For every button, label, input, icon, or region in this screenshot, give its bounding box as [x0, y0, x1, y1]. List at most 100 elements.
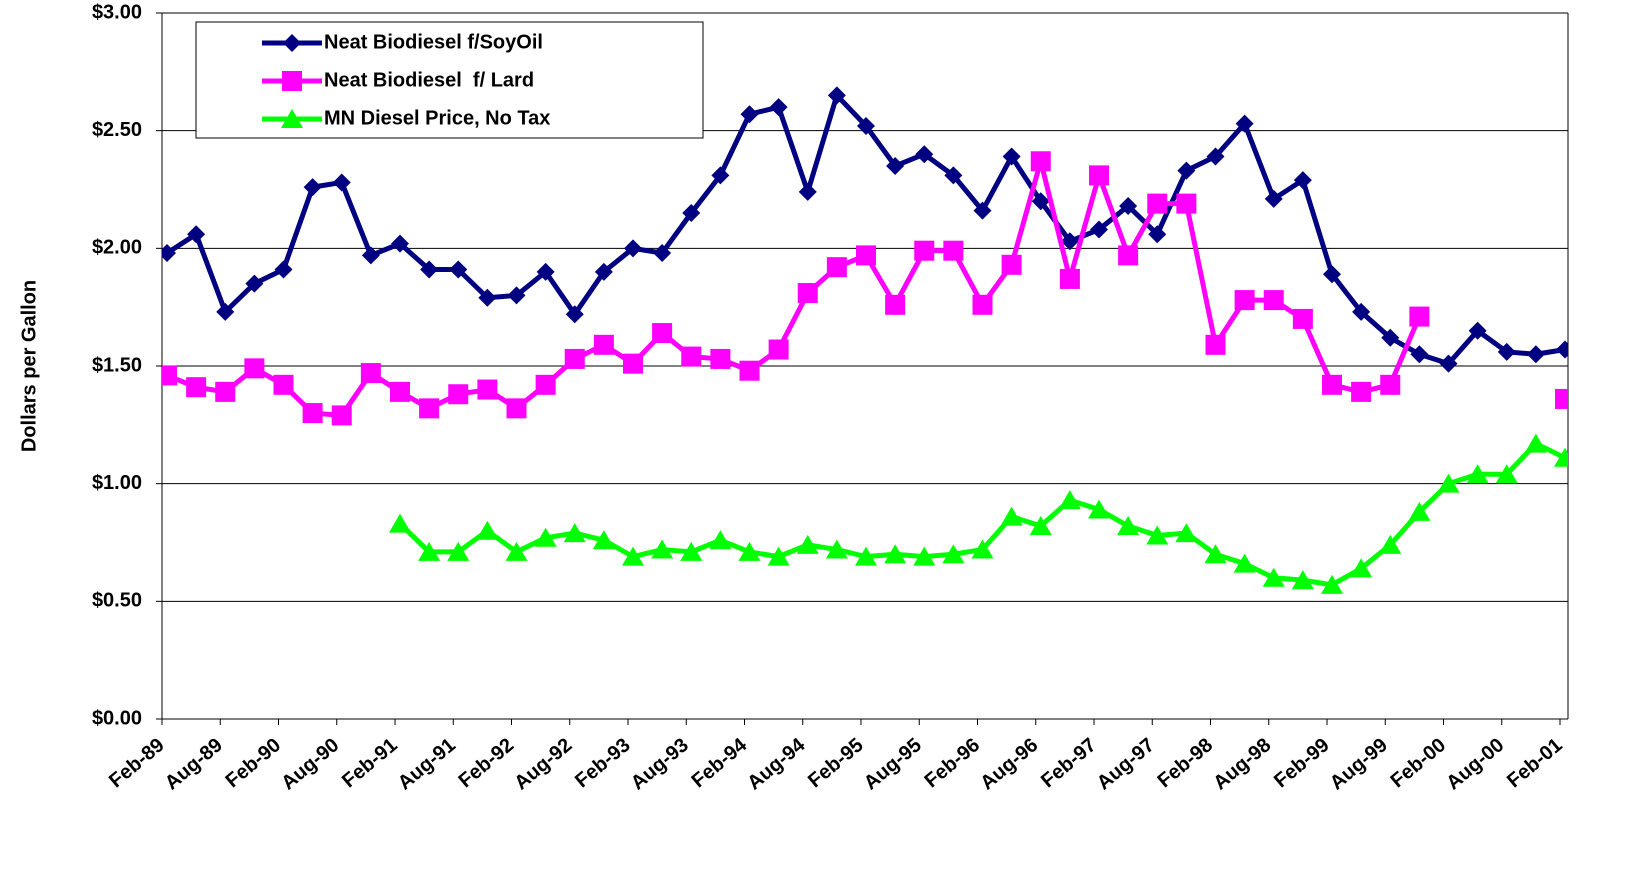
marker	[1176, 193, 1197, 214]
marker	[389, 513, 411, 533]
x-tick-label: Aug-97	[1093, 734, 1159, 794]
marker	[281, 109, 303, 128]
marker	[505, 541, 528, 561]
marker	[709, 530, 732, 550]
marker	[796, 534, 819, 554]
marker	[1292, 308, 1313, 329]
x-tick-label: Feb-90	[222, 734, 286, 792]
marker	[162, 365, 177, 386]
marker	[1323, 265, 1341, 284]
marker	[1439, 354, 1458, 373]
marker	[332, 173, 351, 192]
marker	[1555, 388, 1568, 409]
marker	[1029, 516, 1052, 536]
marker	[245, 274, 264, 293]
marker	[1351, 381, 1372, 402]
x-tick-label: Aug-89	[161, 734, 227, 794]
marker	[680, 541, 703, 561]
y-tick-label: $0.50	[92, 590, 142, 612]
marker	[740, 105, 759, 124]
marker	[682, 204, 701, 223]
y-tick-label: $2.00	[92, 237, 142, 259]
x-tick-label: Feb-95	[804, 734, 868, 792]
marker	[1204, 544, 1227, 564]
x-tick-label: Feb-91	[338, 734, 402, 792]
marker	[478, 288, 497, 307]
marker	[1526, 345, 1545, 364]
marker	[1497, 342, 1516, 361]
marker	[593, 334, 614, 355]
marker	[768, 339, 789, 360]
marker	[681, 346, 702, 367]
marker	[797, 283, 818, 304]
marker	[767, 546, 790, 566]
marker	[274, 260, 293, 279]
marker	[1059, 268, 1080, 289]
marker	[506, 398, 527, 419]
marker	[856, 245, 876, 266]
marker	[1148, 225, 1167, 244]
legend-label: MN Diesel Price, No Tax	[324, 107, 550, 129]
marker	[1495, 464, 1518, 484]
y-tick-label: $1.00	[92, 472, 142, 494]
marker	[944, 166, 963, 185]
marker	[1466, 464, 1489, 484]
marker	[507, 286, 526, 305]
marker	[1263, 290, 1284, 311]
marker	[215, 381, 236, 402]
x-tick-label: Aug-95	[860, 734, 926, 794]
marker	[477, 379, 498, 400]
x-tick-label: Aug-90	[277, 734, 343, 794]
marker	[624, 239, 642, 258]
marker	[1293, 171, 1312, 190]
marker	[1408, 501, 1431, 521]
marker	[282, 71, 302, 91]
marker	[857, 116, 875, 135]
marker	[420, 260, 439, 279]
marker	[303, 178, 322, 197]
x-tick-label: Feb-97	[1037, 734, 1101, 792]
x-tick-label: Aug-99	[1326, 734, 1392, 794]
x-tick-label: Feb-98	[1154, 734, 1218, 792]
marker	[739, 360, 760, 381]
marker	[827, 86, 846, 105]
marker	[476, 520, 499, 540]
y-tick-label: $1.50	[92, 354, 142, 376]
marker	[711, 166, 730, 185]
marker	[418, 541, 441, 561]
marker	[448, 384, 469, 405]
marker	[1177, 161, 1196, 180]
y-tick-label: $0.00	[92, 707, 142, 729]
y-tick-label: $3.00	[92, 1, 142, 23]
marker	[1524, 433, 1547, 453]
marker	[534, 527, 557, 547]
marker	[798, 182, 817, 201]
marker	[1381, 328, 1400, 347]
x-tick-label: Aug-92	[510, 734, 576, 794]
marker	[1554, 447, 1568, 467]
marker	[565, 305, 584, 324]
marker	[1468, 321, 1487, 340]
marker	[361, 246, 380, 265]
marker	[535, 374, 556, 395]
marker	[1352, 302, 1371, 321]
marker	[1117, 516, 1140, 536]
marker	[623, 353, 643, 374]
marker	[1234, 290, 1255, 311]
x-tick-label: Feb-92	[455, 734, 519, 792]
marker	[244, 358, 265, 379]
marker	[592, 530, 615, 550]
marker	[622, 546, 644, 566]
marker	[419, 398, 440, 419]
marker	[653, 244, 672, 263]
marker	[1175, 523, 1198, 543]
marker	[1350, 558, 1373, 578]
marker	[971, 539, 994, 559]
marker	[563, 523, 586, 543]
marker	[1060, 232, 1079, 251]
x-tick-label: Aug-98	[1209, 734, 1275, 794]
marker	[1146, 525, 1169, 545]
marker	[390, 381, 410, 402]
x-tick-label: Aug-96	[976, 734, 1042, 794]
